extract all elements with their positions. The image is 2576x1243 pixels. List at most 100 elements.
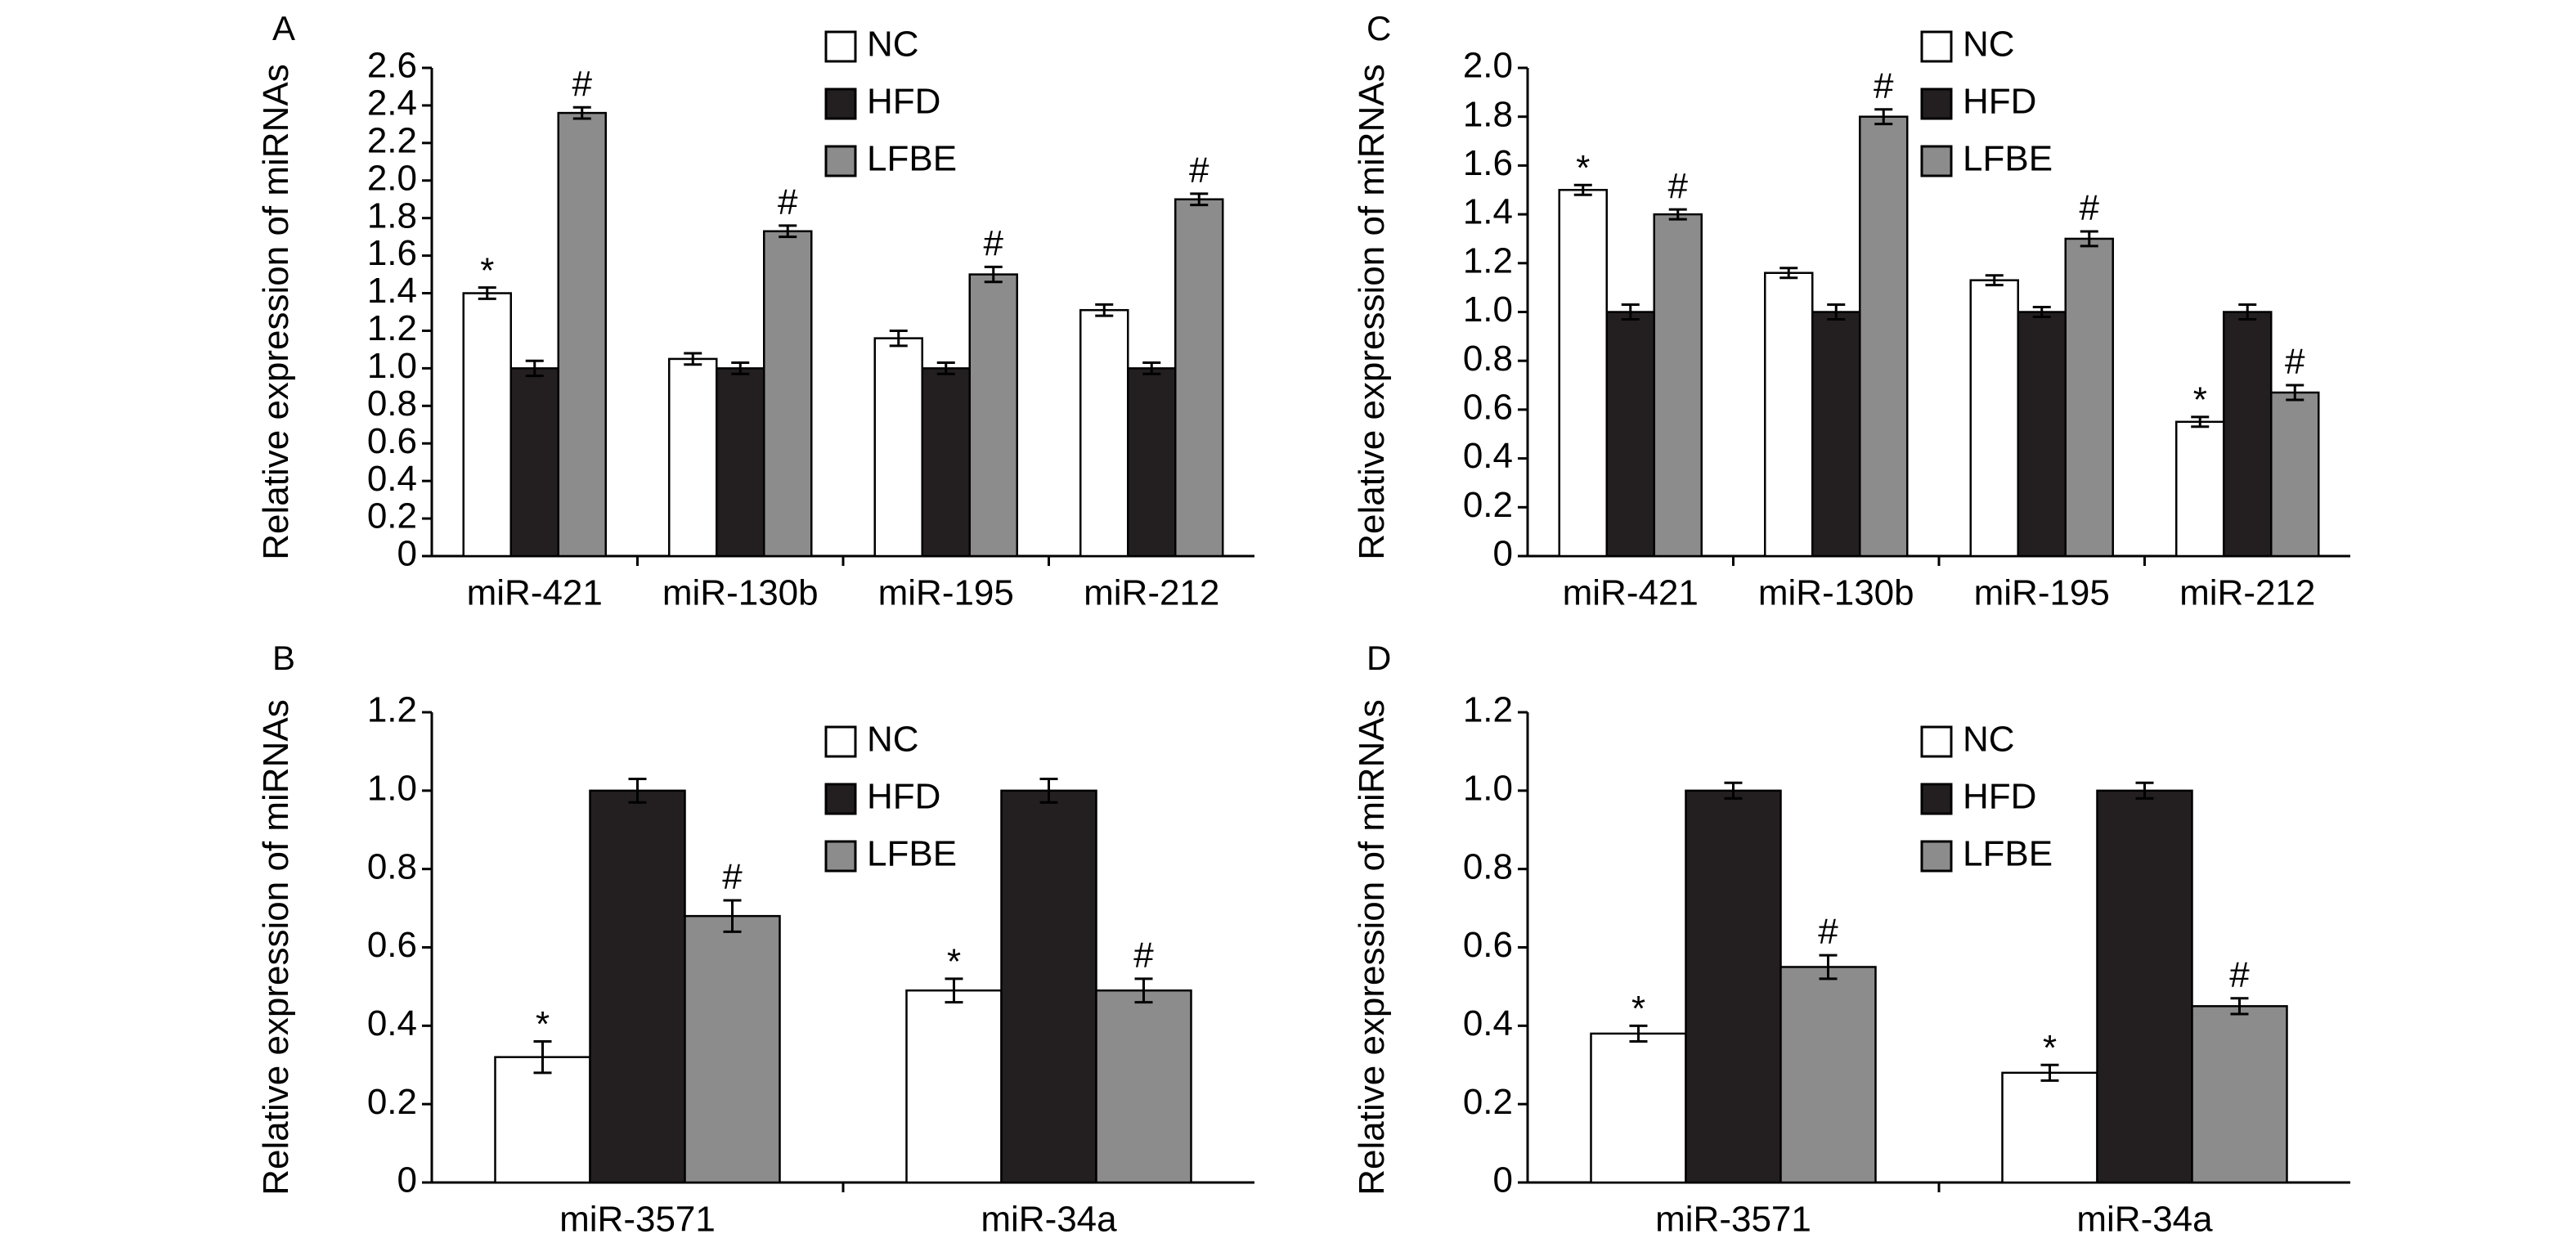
bar-hfd xyxy=(1605,311,1655,558)
y-axis-label: Relative expression of miRNAs xyxy=(1352,64,1392,559)
bar-hfd xyxy=(589,789,686,1184)
y-tick-label: 0 xyxy=(397,1160,417,1200)
bar-hfd xyxy=(716,367,765,558)
x-tick-label: miR-130b xyxy=(1758,573,1914,613)
y-tick-label: 1.0 xyxy=(367,768,417,808)
x-tick-label: miR-130b xyxy=(662,573,819,613)
bar-lfbe xyxy=(2191,1005,2288,1184)
bar-nc xyxy=(873,337,923,558)
legend-label: NC xyxy=(867,720,919,760)
significance-mark: # xyxy=(1668,166,1689,206)
legend-swatch-lfbe xyxy=(1920,840,1953,873)
y-tick-label: 0.2 xyxy=(1463,1082,1513,1122)
bar-lfbe xyxy=(2064,237,2114,558)
significance-mark: # xyxy=(2080,188,2100,228)
bar-lfbe xyxy=(557,111,607,558)
y-tick-label: 0 xyxy=(1493,534,1513,574)
legend-swatch-nc xyxy=(824,725,857,758)
y-tick-label: 1.8 xyxy=(367,195,417,236)
panel-label: B xyxy=(272,639,295,677)
significance-mark: # xyxy=(1133,935,1154,975)
chart-panel-b: B Relative expression of miRNAs 0 0.2 0.4 0.6… xyxy=(256,639,1254,1240)
x-tick-label: miR-421 xyxy=(1563,573,1699,613)
y-tick-label: 1.2 xyxy=(1463,690,1513,730)
y-tick-label: 0.6 xyxy=(367,421,417,461)
legend-swatch-lfbe xyxy=(1920,145,1953,177)
legend-swatch-hfd xyxy=(1920,783,1953,815)
bar-nc xyxy=(1969,279,2019,558)
y-tick-label: 2.2 xyxy=(367,120,417,160)
legend-label: LFBE xyxy=(1963,834,2053,874)
y-tick-label: 0.4 xyxy=(367,459,417,499)
y-tick-label: 1.4 xyxy=(367,271,417,311)
bar-nc xyxy=(1764,271,1814,558)
bar-nc xyxy=(1558,189,1608,558)
bar-nc xyxy=(905,989,1003,1184)
significance-mark: * xyxy=(1631,989,1645,1029)
bar-hfd xyxy=(921,367,971,558)
legend-swatch-hfd xyxy=(824,88,857,120)
y-axis-label: Relative expression of miRNAs xyxy=(256,64,296,559)
bar-nc xyxy=(1590,1032,1687,1184)
y-tick-label: 0 xyxy=(1493,1160,1513,1200)
chart-panel-a: A Relative expression of miRNAs 00.20.40.6… xyxy=(256,9,1254,613)
y-tick-label: 1.8 xyxy=(1463,94,1513,134)
significance-mark: # xyxy=(2229,954,2250,994)
y-tick-label: 0.4 xyxy=(1463,1003,1513,1043)
bar-hfd xyxy=(2223,311,2273,558)
significance-mark: * xyxy=(947,941,961,981)
significance-mark: # xyxy=(572,64,593,104)
chart-panel-c: C Relative expression of miRNAs 0 0.2 0.4 0.6… xyxy=(1352,9,2350,613)
x-tick-label: miR-421 xyxy=(467,573,603,613)
significance-mark: # xyxy=(2285,342,2305,382)
legend-swatch-nc xyxy=(824,30,857,63)
y-tick-label: 1.2 xyxy=(1463,240,1513,280)
y-tick-label: 2.6 xyxy=(367,46,417,86)
y-tick-label: 1.0 xyxy=(1463,289,1513,330)
y-tick-label: 0.4 xyxy=(367,1003,417,1043)
x-tick-label: miR-195 xyxy=(1974,573,2110,613)
significance-mark: # xyxy=(1189,150,1209,190)
panel-label: C xyxy=(1367,9,1391,47)
y-axis-label: Relative expression of miRNAs xyxy=(256,699,296,1195)
y-tick-label: 1.2 xyxy=(367,690,417,730)
panel-label: A xyxy=(272,9,295,47)
legend-swatch-hfd xyxy=(1920,88,1953,120)
significance-mark: * xyxy=(1576,148,1590,188)
chart-panel-d: D Relative expression of miRNAs 0 0.2 0.4 0.6… xyxy=(1352,639,2350,1240)
y-tick-label: 0.2 xyxy=(367,496,417,536)
y-tick-label: 1.6 xyxy=(367,233,417,273)
x-tick-label: miR-195 xyxy=(878,573,1014,613)
x-tick-label: miR-3571 xyxy=(559,1200,716,1240)
legend-label: NC xyxy=(867,25,919,65)
bar-hfd xyxy=(2096,789,2193,1184)
bar-hfd xyxy=(1811,311,1861,558)
x-tick-label: miR-212 xyxy=(1084,573,1219,613)
y-tick-label: 0.6 xyxy=(367,925,417,965)
significance-mark: * xyxy=(2193,379,2207,420)
y-tick-label: 0.2 xyxy=(367,1082,417,1122)
y-tick-label: 0.8 xyxy=(367,846,417,886)
legend-label: LFBE xyxy=(867,139,957,179)
bar-nc xyxy=(494,1056,591,1184)
legend-label: HFD xyxy=(1963,777,2036,817)
x-tick-label: miR-3571 xyxy=(1655,1200,1811,1240)
x-tick-label: miR-212 xyxy=(2179,573,2315,613)
y-tick-label: 1.6 xyxy=(1463,143,1513,183)
significance-mark: * xyxy=(480,250,494,290)
y-tick-label: 1.4 xyxy=(1463,192,1513,232)
bar-lfbe xyxy=(968,273,1018,558)
y-tick-label: 0.2 xyxy=(1463,485,1513,525)
y-tick-label: 0.8 xyxy=(1463,339,1513,379)
bar-hfd xyxy=(2017,311,2067,558)
bar-lfbe xyxy=(1859,115,1909,558)
legend-label: HFD xyxy=(1963,82,2036,122)
significance-mark: * xyxy=(2043,1028,2057,1068)
x-tick-label: miR-34a xyxy=(2076,1200,2213,1240)
significance-mark: # xyxy=(1818,912,1838,952)
y-axis-label: Relative expression of miRNAs xyxy=(1352,699,1392,1195)
significance-mark: # xyxy=(722,857,743,897)
bar-lfbe xyxy=(1174,198,1224,558)
legend-swatch-lfbe xyxy=(824,145,857,177)
